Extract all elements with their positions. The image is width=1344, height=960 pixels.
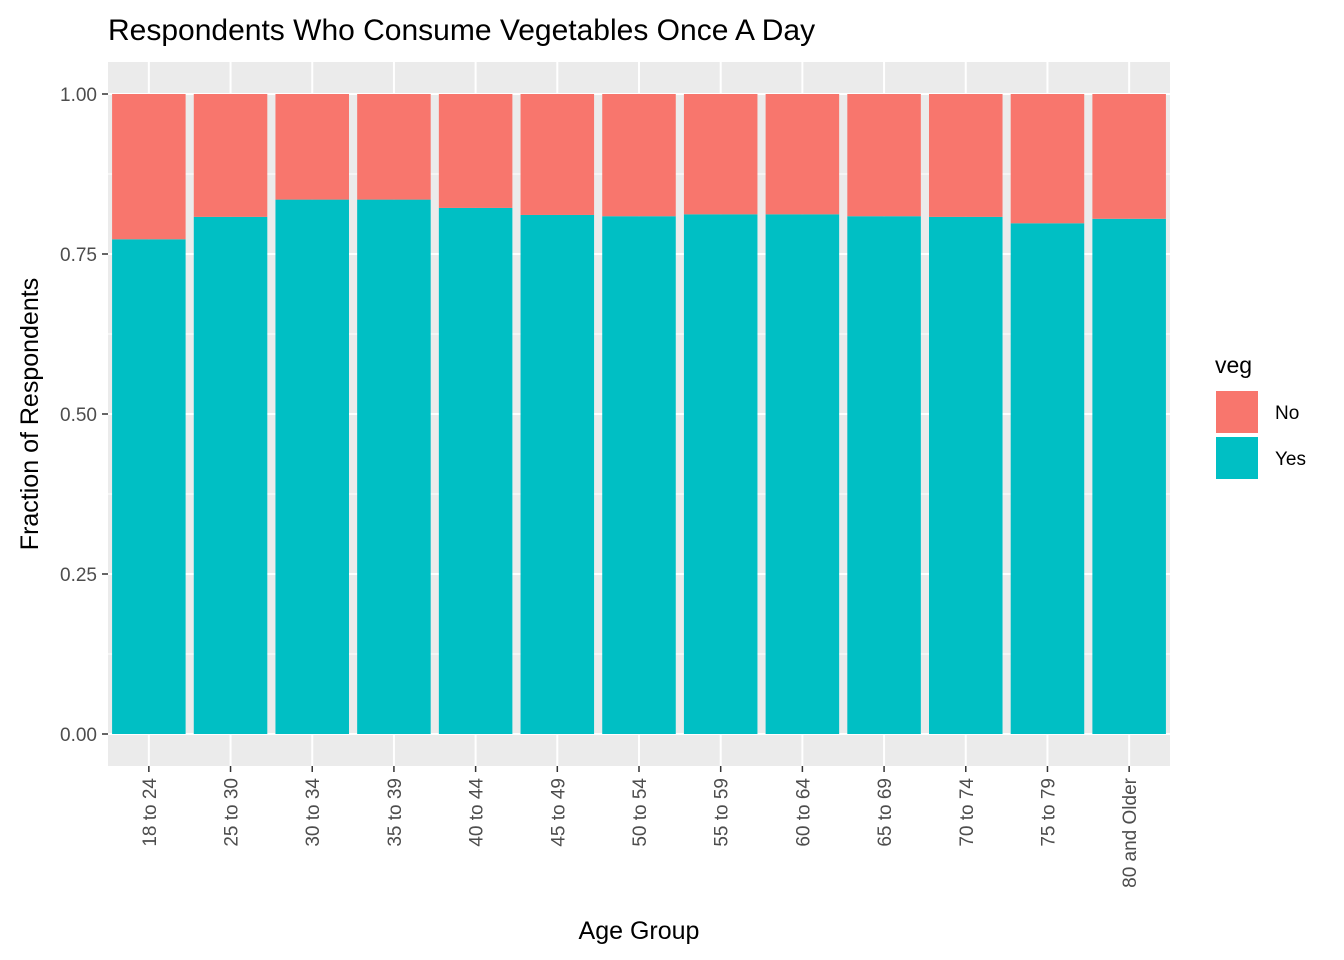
x-tick-label: 45 to 49 [548,778,569,847]
x-tick-label: 35 to 39 [385,778,406,847]
x-axis: 18 to 24 25 to 30 30 to 34 35 to 39 40 to 44… [140,766,1141,888]
bar-yes [520,214,595,734]
legend-title: veg [1215,352,1252,378]
legend-label-no: No [1275,403,1299,424]
x-tick-label: 18 to 24 [140,778,161,847]
x-tick-label: 40 to 44 [467,778,488,847]
bar-no [602,94,676,217]
y-tick-label: 0.25 [60,565,97,586]
y-tick-label: 0.50 [60,405,97,426]
y-tick-label: 0.00 [60,725,97,746]
bar-no [1010,94,1085,224]
bar-yes [1092,218,1166,735]
y-axis-title: Fraction of Respondents [16,278,44,550]
bar-no [438,94,513,208]
bar-yes [1010,223,1085,734]
bar-yes [193,216,268,734]
y-tick-label: 1.00 [60,85,97,106]
legend-key-yes [1214,435,1260,481]
bar-no [1092,94,1166,219]
x-tick-label: 50 to 54 [630,778,651,847]
bar-no [357,94,431,200]
legend-label-yes: Yes [1275,449,1306,470]
bar-no [275,94,349,200]
bar-yes [357,199,431,735]
x-tick-label: 65 to 69 [875,778,896,847]
x-tick-label: 25 to 30 [222,778,243,847]
x-tick-label: 80 and Older [1120,777,1141,888]
y-axis: 0.00 0.25 0.50 0.75 1.00 [60,85,108,746]
bar-no [683,94,758,215]
legend-key-no [1214,389,1260,435]
bar-yes [602,216,676,735]
bar-no [520,94,595,215]
bar-yes [275,199,349,735]
x-tick-label: 55 to 59 [712,778,733,847]
bars [112,94,1166,735]
bar-yes [765,214,840,734]
bar-no [765,94,840,215]
bar-no [929,94,1003,217]
x-axis-title: Age Group [579,917,700,945]
bar-no [193,94,268,217]
bar-yes [438,207,513,735]
bar-yes [847,216,921,735]
chart-title: Respondents Who Consume Vegetables Once … [108,14,815,47]
bar-yes [683,214,758,734]
bar-no [112,94,186,240]
bar-no [847,94,921,217]
bar-yes [929,216,1003,734]
legend: veg No Yes [1214,352,1306,481]
bar-yes [112,239,186,734]
x-tick-label: 75 to 79 [1038,778,1059,847]
x-tick-label: 30 to 34 [303,778,324,847]
x-tick-label: 70 to 74 [957,778,978,847]
x-tick-label: 60 to 64 [793,778,814,847]
y-tick-label: 0.75 [60,245,97,266]
